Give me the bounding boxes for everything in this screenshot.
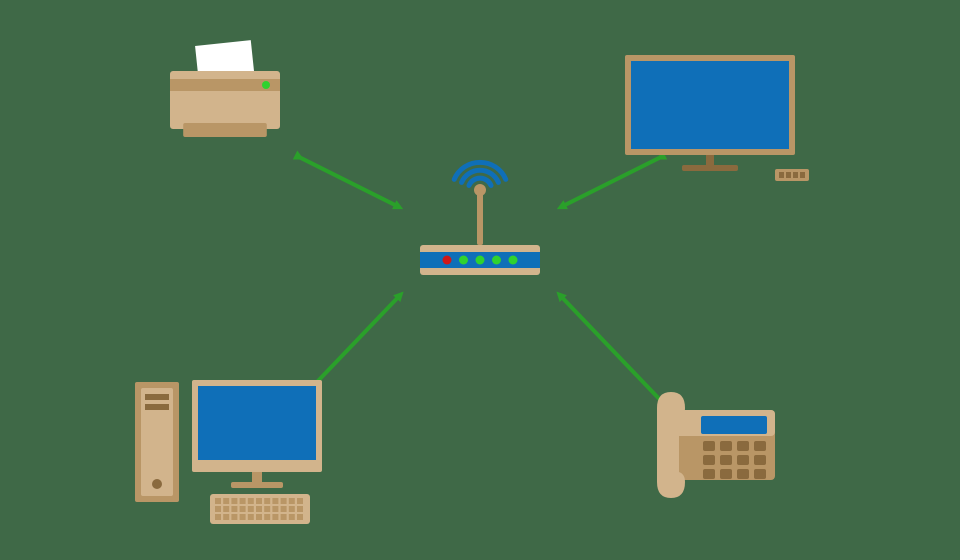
router-led [443, 256, 452, 265]
router-led [476, 256, 485, 265]
router-led [492, 256, 501, 265]
router-led [459, 256, 468, 265]
network-diagram [0, 0, 960, 560]
router-led [509, 256, 518, 265]
